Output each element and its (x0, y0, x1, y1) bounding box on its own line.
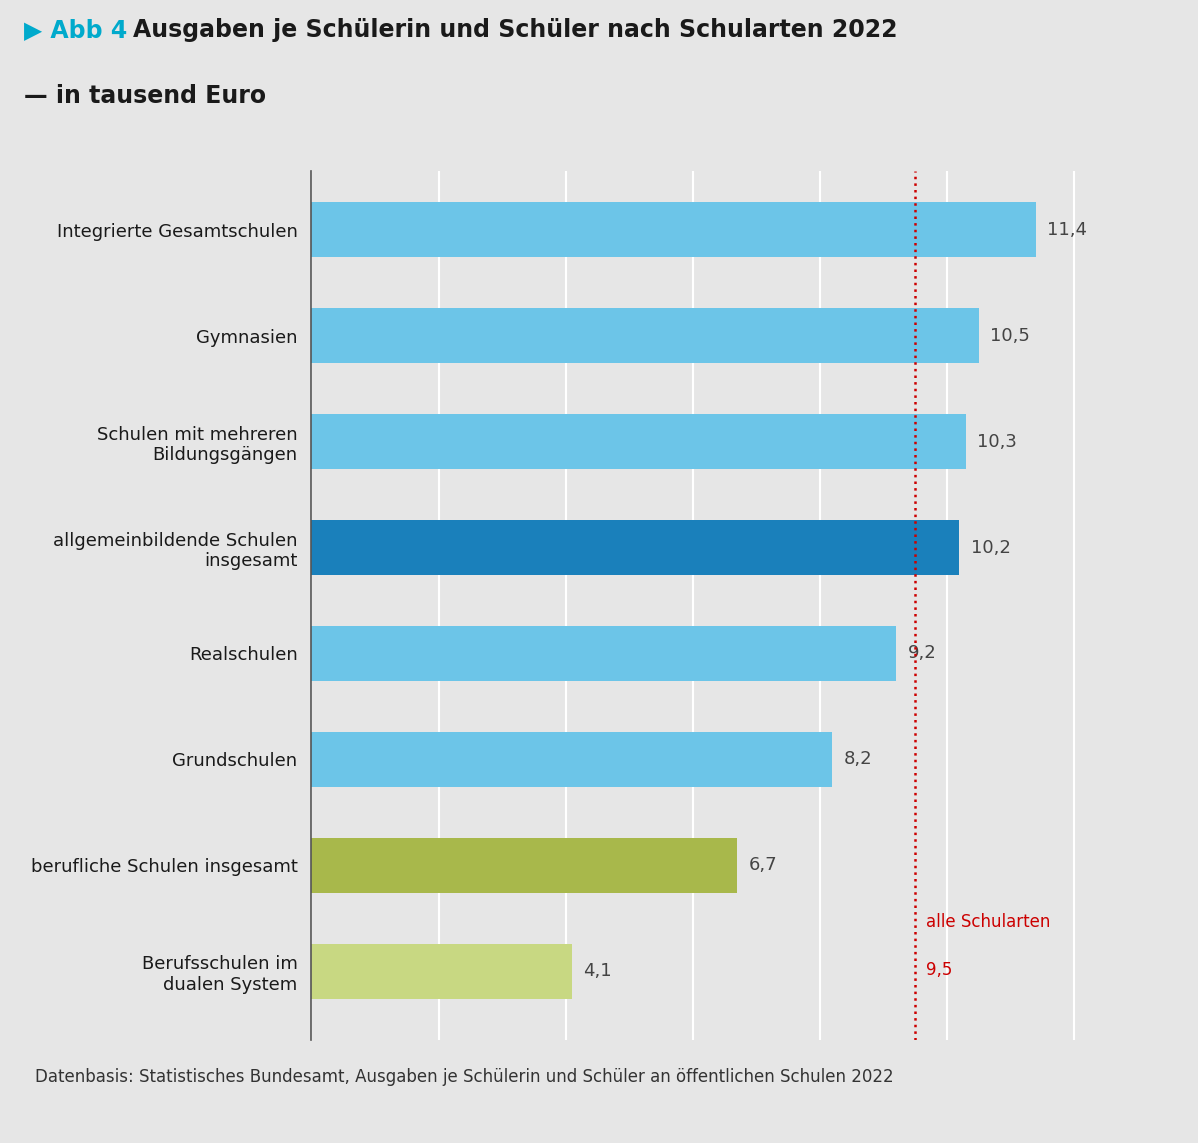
Bar (311, 202, 1036, 257)
Bar (311, 838, 737, 893)
Text: Datenbasis: Statistisches Bundesamt, Ausgaben je Schülerin und Schüler an öffent: Datenbasis: Statistisches Bundesamt, Aus… (36, 1068, 894, 1086)
Bar (311, 732, 833, 786)
Text: 9,2: 9,2 (907, 645, 936, 663)
Text: 8,2: 8,2 (843, 751, 872, 768)
Text: 4,1: 4,1 (583, 962, 612, 981)
Bar (311, 520, 960, 575)
Text: ▶ Abb 4: ▶ Abb 4 (24, 17, 144, 41)
Text: 9,5: 9,5 (926, 960, 952, 978)
Text: alle Schularten: alle Schularten (926, 913, 1051, 932)
Text: 10,2: 10,2 (970, 538, 1011, 557)
Text: 6,7: 6,7 (749, 856, 778, 874)
Text: 10,3: 10,3 (978, 432, 1017, 450)
Text: 11,4: 11,4 (1047, 221, 1087, 239)
Bar (311, 944, 571, 999)
Bar (311, 414, 966, 469)
Text: Ausgaben je Schülerin und Schüler nach Schularten 2022: Ausgaben je Schülerin und Schüler nach S… (133, 17, 897, 41)
Text: — in tausend Euro: — in tausend Euro (24, 85, 266, 109)
Bar (311, 626, 896, 681)
Bar (311, 309, 979, 363)
Text: 10,5: 10,5 (990, 327, 1030, 345)
